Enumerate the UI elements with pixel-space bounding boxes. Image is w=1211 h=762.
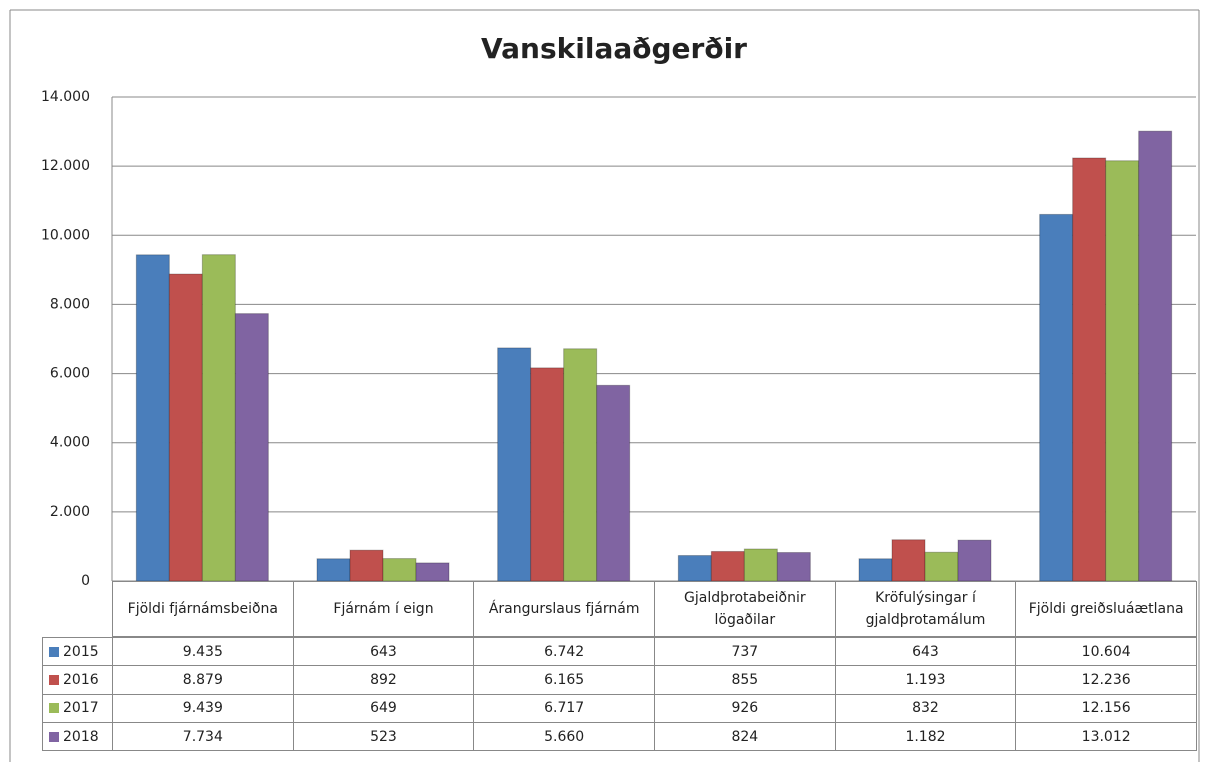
category-label: Árangurslaus fjárnám <box>473 581 655 637</box>
table-value: 1.193 <box>834 665 1017 695</box>
y-tick-label: 14.000 <box>41 89 90 105</box>
table-value: 6.717 <box>473 693 655 723</box>
bar <box>891 539 926 582</box>
y-tick-label: 6.000 <box>50 366 90 382</box>
bar <box>1105 160 1140 582</box>
bar <box>596 384 631 582</box>
table-value: 5.660 <box>473 721 655 752</box>
bar <box>677 555 712 582</box>
y-tick-label: 2.000 <box>50 504 90 520</box>
bar <box>924 551 959 582</box>
bar <box>563 348 598 582</box>
table-value: 926 <box>654 693 836 723</box>
table-value: 13.012 <box>1015 721 1197 752</box>
bar <box>168 273 203 582</box>
legend-label: 2017 <box>63 700 99 717</box>
legend-entry: 2018 <box>42 721 113 752</box>
table-value: 643 <box>292 637 475 667</box>
table-value: 855 <box>654 665 836 695</box>
category-label: Fjöldi fjárnámsbeiðna <box>112 581 294 637</box>
bar <box>858 558 893 582</box>
legend-swatch <box>49 674 59 685</box>
table-value: 6.742 <box>473 637 655 667</box>
category-label: Fjárnám í eign <box>292 581 475 637</box>
y-tick-label: 10.000 <box>41 227 90 243</box>
legend-swatch <box>49 646 59 657</box>
legend-label: 2016 <box>63 671 99 688</box>
bar <box>234 313 269 582</box>
bar <box>135 254 170 582</box>
bar <box>316 558 351 582</box>
bar <box>710 550 745 582</box>
table-value: 10.604 <box>1015 637 1197 667</box>
table-value: 12.236 <box>1015 665 1197 695</box>
table-value: 6.165 <box>473 665 655 695</box>
table-value: 643 <box>834 637 1017 667</box>
bar <box>776 552 811 582</box>
bar <box>1039 213 1074 582</box>
table-value: 8.879 <box>112 665 294 695</box>
category-label: Gjaldþrotabeiðnir lögaðilar <box>654 581 836 637</box>
legend-label: 2018 <box>63 728 99 745</box>
category-label: Kröfulýsingar í gjaldþrotamálum <box>834 581 1017 637</box>
bar <box>497 347 532 582</box>
legend-entry: 2016 <box>42 665 113 695</box>
bar <box>1072 157 1107 582</box>
y-tick-label: 12.000 <box>41 158 90 174</box>
chart-title: Vanskilaaðgerðir <box>481 32 747 65</box>
legend-swatch <box>49 731 59 742</box>
legend-swatch <box>49 703 59 714</box>
bar <box>349 549 384 582</box>
table-value: 9.439 <box>112 693 294 723</box>
y-tick-label: 0 <box>81 573 90 589</box>
bar <box>201 254 236 582</box>
bar <box>530 367 565 582</box>
bar <box>415 562 450 582</box>
bar <box>743 548 778 582</box>
table-value: 1.182 <box>834 721 1017 752</box>
y-tick-label: 4.000 <box>50 435 90 451</box>
table-value: 892 <box>292 665 475 695</box>
table-value: 12.156 <box>1015 693 1197 723</box>
table-value: 523 <box>292 721 475 752</box>
table-value: 9.435 <box>112 637 294 667</box>
category-label: Fjöldi greiðsluáætlana <box>1015 581 1197 637</box>
table-value: 824 <box>654 721 836 752</box>
legend-label: 2015 <box>63 643 99 660</box>
table-value: 737 <box>654 637 836 667</box>
y-tick-label: 8.000 <box>50 296 90 312</box>
table-value: 7.734 <box>112 721 294 752</box>
bar <box>382 558 417 582</box>
bar <box>1138 130 1173 582</box>
legend-entry: 2017 <box>42 693 113 723</box>
table-value: 649 <box>292 693 475 723</box>
bar <box>957 539 992 582</box>
table-value: 832 <box>834 693 1017 723</box>
legend-entry: 2015 <box>42 637 113 667</box>
